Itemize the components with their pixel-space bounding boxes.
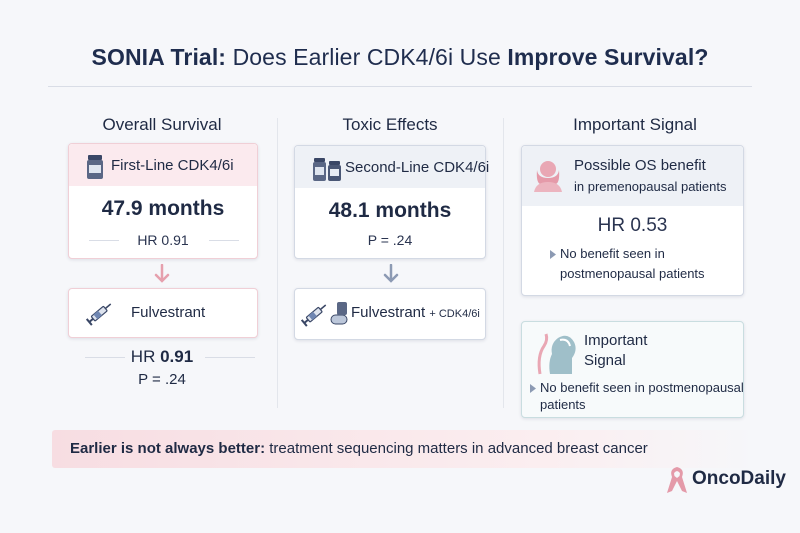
overall-hr: HR 0.91 bbox=[62, 347, 262, 367]
title-emphasis: Improve Survival? bbox=[507, 44, 709, 70]
toxic-effects-heading: Toxic Effects bbox=[342, 115, 438, 134]
takeaway-banner: Earlier is not always better: treatment … bbox=[52, 430, 756, 468]
brand-name: OncoDaily bbox=[692, 468, 786, 489]
takeaway-rest: treatment sequencing matters in advanced… bbox=[269, 440, 648, 457]
os-benefit-hr: HR 0.53 bbox=[597, 215, 668, 236]
ribbon-icon bbox=[667, 467, 687, 493]
first-line-hr: HR 0.91 bbox=[137, 232, 189, 248]
page-title: SONIA Trial: Does Earlier CDK4/6i Use Im… bbox=[0, 44, 800, 71]
syringe-icon bbox=[85, 303, 112, 326]
brand-logo: OncoDaily bbox=[666, 463, 786, 497]
plus-cdk-text: + CDK4/6i bbox=[429, 308, 480, 320]
divider bbox=[85, 357, 125, 358]
column-divider bbox=[503, 118, 504, 408]
bullet-icon bbox=[530, 384, 536, 393]
title-question: Does Earlier CDK4/6i Use bbox=[232, 44, 501, 70]
divider bbox=[89, 240, 119, 241]
no-benefit-line2: postmenopausal patients bbox=[560, 266, 705, 281]
takeaway-bold: Earlier is not always better: bbox=[70, 440, 266, 457]
bullet-icon bbox=[550, 250, 556, 259]
card-header-band bbox=[295, 146, 485, 188]
second-line-months: 48.1 months bbox=[328, 199, 452, 222]
important-signal-title-line1: Important bbox=[584, 332, 648, 349]
overall-p-value: P = .24 bbox=[138, 371, 186, 388]
fulvestrant-label: Fulvestrant bbox=[131, 304, 206, 321]
important-signal-title-line2: Signal bbox=[584, 352, 626, 369]
signal-note-line1: No benefit seen in postmenopausal bbox=[540, 380, 744, 395]
patient-silhouette-icon bbox=[534, 161, 562, 192]
title-trial-name: SONIA Trial: bbox=[91, 44, 227, 70]
fulvestrant-card: Fulvestrant bbox=[68, 288, 258, 338]
arrow-down-icon bbox=[154, 264, 170, 283]
hr-prefix: HR bbox=[130, 347, 156, 366]
hr-value: 0.91 bbox=[160, 347, 194, 366]
overall-survival-heading: Overall Survival bbox=[102, 115, 222, 134]
first-line-months: 47.9 months bbox=[101, 197, 225, 220]
second-line-label: Second-Line CDK4/6i bbox=[345, 159, 490, 176]
pill-bottle-icon bbox=[87, 155, 103, 179]
os-benefit-card: Possible OS benefit in premenopausal pat… bbox=[521, 145, 744, 296]
title-divider bbox=[48, 86, 752, 87]
arrow-down-icon bbox=[383, 264, 399, 283]
takeaway-text: Earlier is not always better: treatment … bbox=[70, 440, 648, 457]
divider bbox=[205, 357, 255, 358]
os-benefit-subtitle: in premenopausal patients bbox=[574, 179, 727, 194]
syringe-and-pills-icon bbox=[301, 302, 348, 327]
signal-note-line2: patients bbox=[540, 397, 586, 412]
os-benefit-title: Possible OS benefit bbox=[574, 157, 706, 174]
column-divider bbox=[277, 118, 278, 408]
divider bbox=[209, 240, 239, 241]
first-line-label: First-Line CDK4/6i bbox=[111, 157, 234, 174]
important-signal-card: Important Signal No benefit seen in post… bbox=[521, 321, 744, 418]
fulvestrant-combo-label: Fulvestrant + CDK4/6i bbox=[351, 304, 480, 321]
second-line-p-value: P = .24 bbox=[367, 232, 413, 248]
first-line-card: First-Line CDK4/6i 47.9 months HR 0.91 bbox=[68, 143, 258, 259]
fulvestrant-text: Fulvestrant bbox=[351, 304, 426, 321]
head-profiles-icon bbox=[537, 333, 576, 375]
pill-bottles-icon bbox=[313, 158, 341, 181]
important-signal-heading: Important Signal bbox=[573, 115, 697, 134]
fulvestrant-combo-card: Fulvestrant + CDK4/6i bbox=[294, 288, 486, 340]
no-benefit-line1: No benefit seen in bbox=[560, 246, 665, 261]
second-line-card: Second-Line CDK4/6i 48.1 months P = .24 bbox=[294, 145, 490, 259]
